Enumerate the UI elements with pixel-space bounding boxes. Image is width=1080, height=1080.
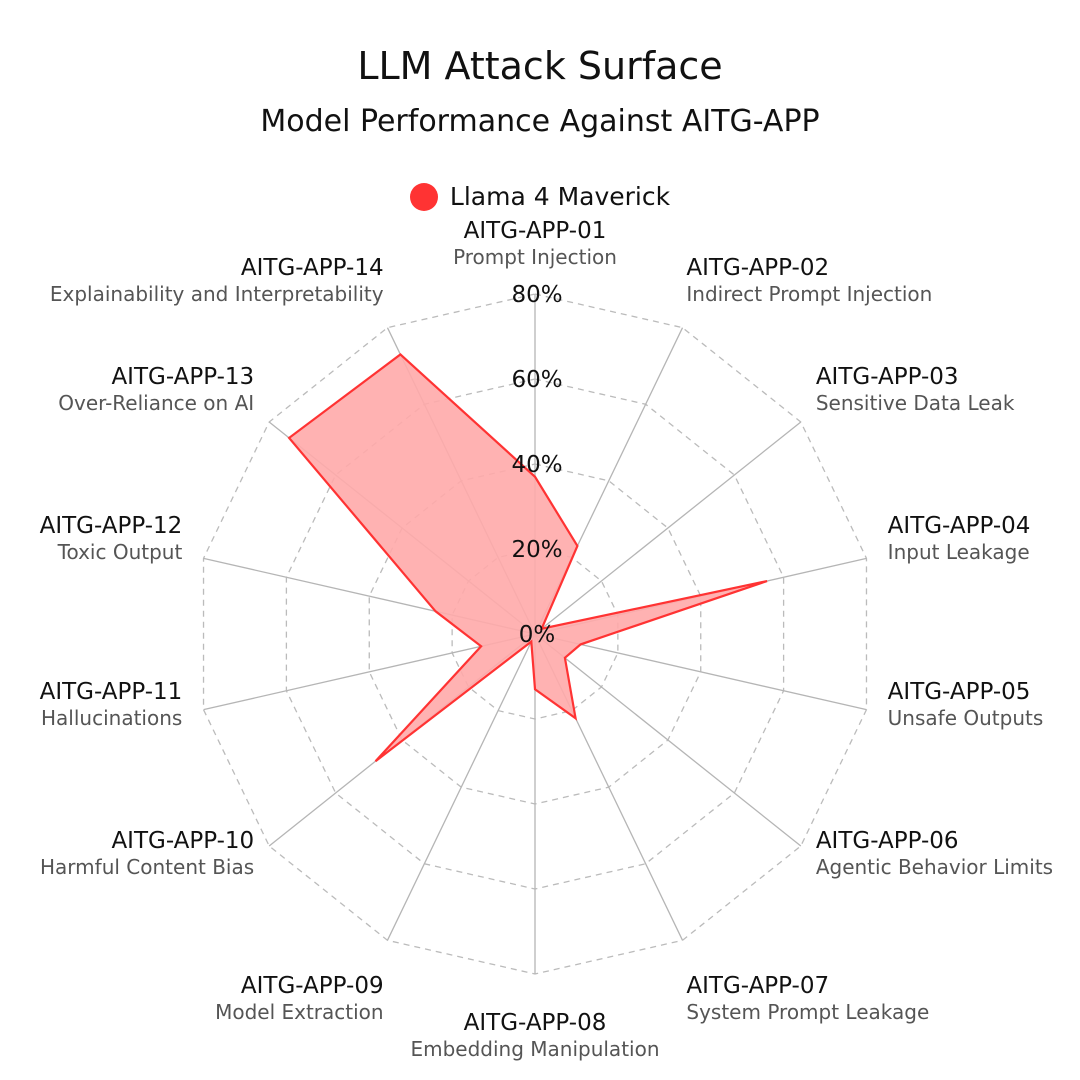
axis-desc-label: Prompt Injection [453, 245, 617, 269]
axis-desc-label: Input Leakage [888, 540, 1030, 564]
axis-code-label: AITG-APP-04 [888, 513, 1031, 539]
axis-desc-label: Indirect Prompt Injection [686, 282, 932, 306]
axis-code-label: AITG-APP-14 [241, 255, 384, 281]
axis-desc-label: Over-Reliance on AI [58, 391, 254, 415]
axis-code-label: AITG-APP-11 [40, 679, 183, 705]
axis-code-label: AITG-APP-07 [686, 973, 829, 999]
spoke-3 [534, 421, 802, 635]
axis-code-label: AITG-APP-08 [464, 1010, 607, 1036]
spoke-5 [534, 633, 867, 711]
axis-code-label: AITG-APP-13 [111, 364, 254, 390]
tick-layer: 0% 20% 40% 60% 80% [511, 282, 562, 648]
axis-code-label: AITG-APP-05 [888, 679, 1031, 705]
spoke-6 [534, 633, 802, 847]
axis-code-label: AITG-APP-12 [40, 513, 183, 539]
tick-label-40: 40% [511, 452, 562, 478]
legend-label: Llama 4 Maverick [449, 182, 671, 211]
chart-subtitle: Model Performance Against AITG-APP [260, 104, 820, 139]
axis-desc-label: Embedding Manipulation [410, 1037, 659, 1061]
axis-code-label: AITG-APP-03 [816, 364, 959, 390]
axis-desc-label: Hallucinations [41, 706, 182, 730]
tick-label-80: 80% [511, 282, 562, 308]
tick-label-20: 20% [511, 537, 562, 563]
axis-desc-label: Explainability and Interpretability [50, 282, 384, 306]
axis-desc-label: Harmful Content Bias [40, 855, 254, 879]
legend: Llama 4 Maverick [0, 182, 1080, 211]
legend-swatch [409, 182, 438, 211]
chart-title: LLM Attack Surface [357, 44, 723, 88]
axis-code-label: AITG-APP-09 [241, 973, 384, 999]
axis-desc-label: Toxic Output [57, 540, 183, 564]
series-area-llama-4-maverick [287, 353, 768, 763]
axis-desc-label: Sensitive Data Leak [816, 391, 1015, 415]
axis-code-label: AITG-APP-02 [686, 255, 829, 281]
axis-code-label: AITG-APP-10 [111, 828, 254, 854]
axis-desc-label: System Prompt Leakage [686, 1000, 929, 1024]
axis-code-label: AITG-APP-01 [464, 218, 607, 244]
axis-desc-label: Agentic Behavior Limits [816, 855, 1053, 879]
axis-desc-label: Unsafe Outputs [888, 706, 1044, 730]
series-layer [287, 353, 768, 763]
spoke-9 [386, 633, 536, 941]
axis-desc-label: Model Extraction [215, 1000, 384, 1024]
tick-label-60: 60% [511, 367, 562, 393]
tick-label-0: 0% [519, 622, 556, 648]
axis-code-label: AITG-APP-06 [816, 828, 959, 854]
